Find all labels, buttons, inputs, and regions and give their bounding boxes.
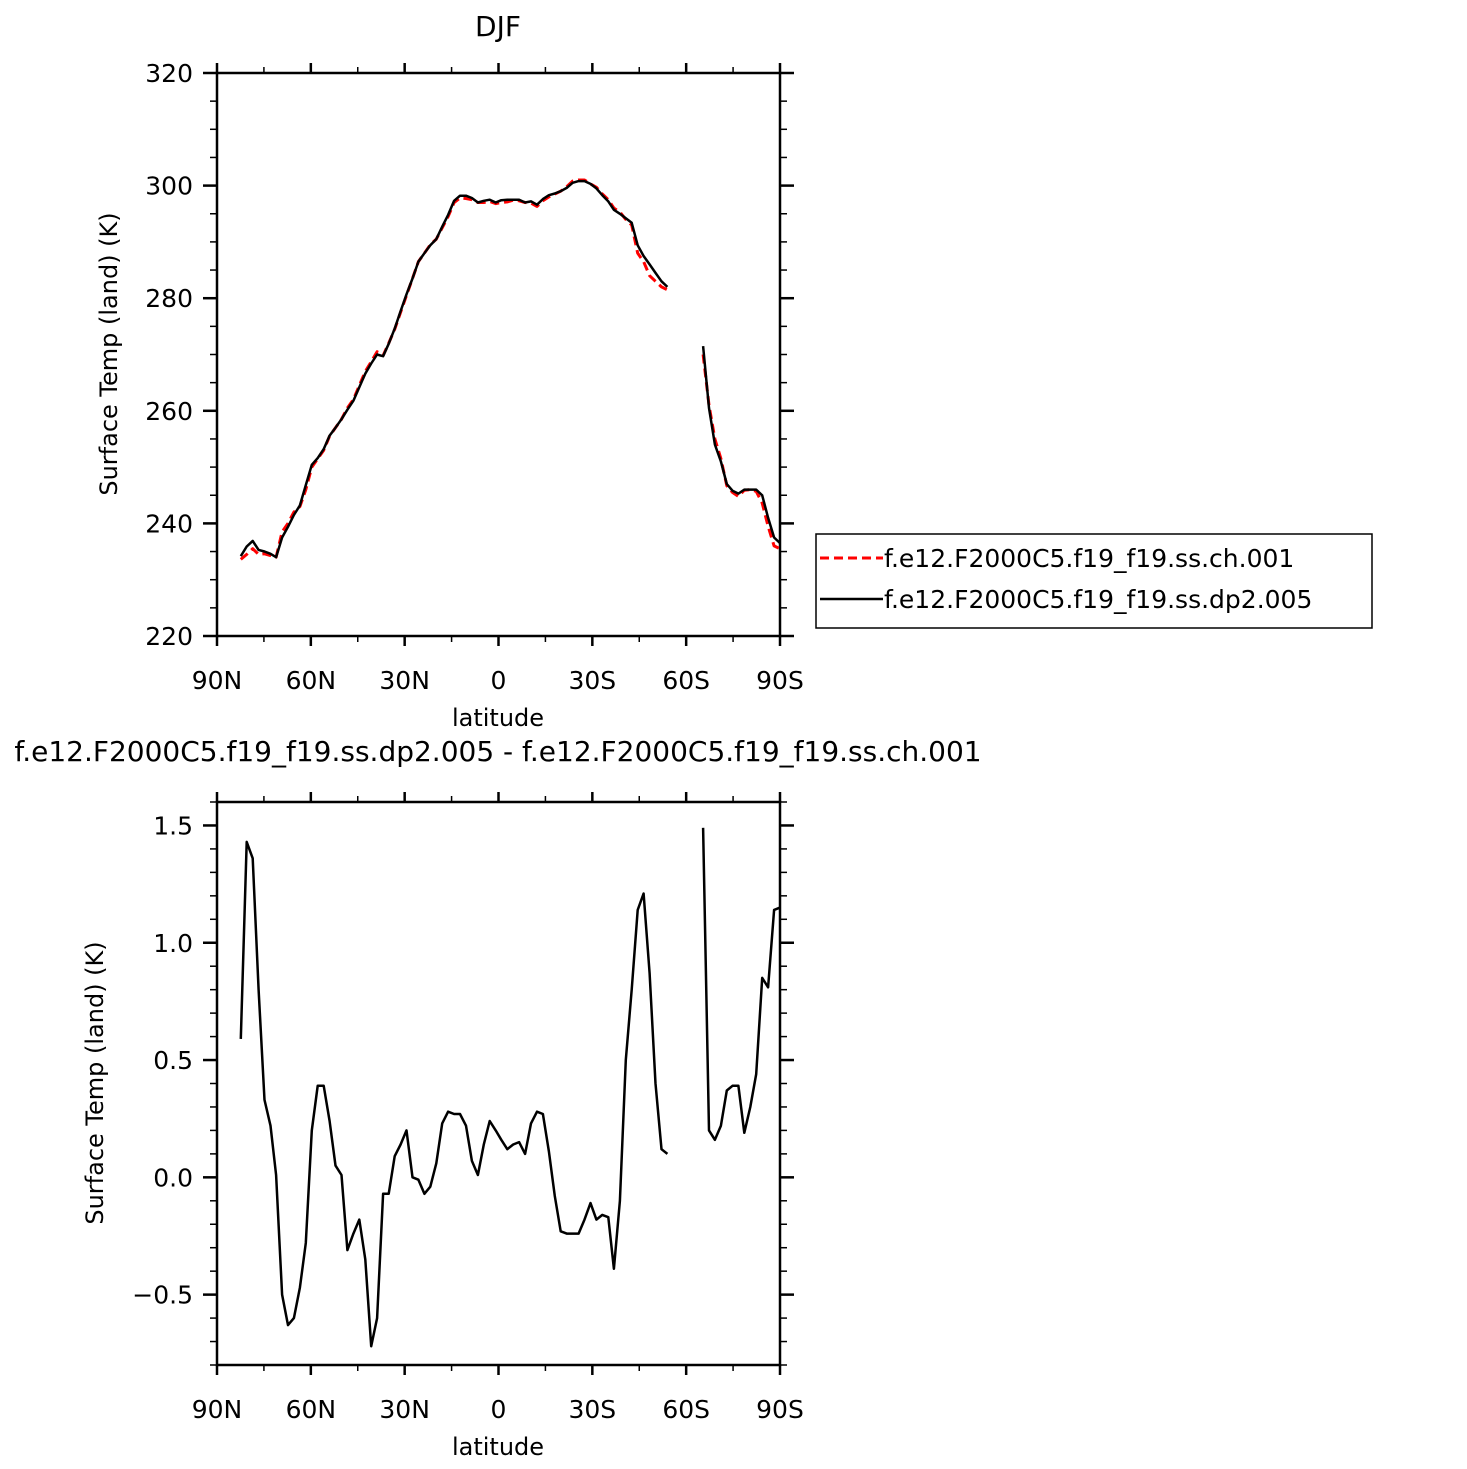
- bottom-x-tick-label: 60S: [662, 1395, 710, 1424]
- top-y-tick-label: 320: [145, 59, 193, 88]
- bottom-y-tick-label: 0.5: [153, 1046, 193, 1075]
- bottom-x-tick-label: 90N: [192, 1395, 243, 1424]
- top-x-tick-label: 0: [491, 666, 507, 695]
- legend-label-ch001: f.e12.F2000C5.f19_f19.ss.ch.001: [884, 544, 1294, 573]
- top-y-tick-label: 300: [145, 172, 193, 201]
- top-x-axis-label: latitude: [452, 704, 544, 732]
- top-panel: DJF 90N 60N 30N 0 30S 60S 90S 220 240 260 280 300 32…: [95, 10, 1373, 732]
- bottom-x-tick-label: 60N: [286, 1395, 337, 1424]
- top-chart-title: DJF: [475, 10, 521, 43]
- top-x-tick-label: 30S: [568, 666, 616, 695]
- bottom-chart-title: f.e12.F2000C5.f19_f19.ss.dp2.005 - f.e12…: [14, 735, 981, 768]
- top-y-tick-label: 220: [145, 622, 193, 651]
- bottom-y-axis-label: Surface Temp (land) (K): [81, 941, 109, 1224]
- legend: f.e12.F2000C5.f19_f19.ss.ch.001 f.e12.F2…: [815, 533, 1373, 629]
- top-plot-frame: [215, 71, 782, 638]
- top-y-tick-label: 260: [145, 397, 193, 426]
- bottom-y-tick-label: −0.5: [132, 1281, 193, 1310]
- top-y-tick-label: 280: [145, 284, 193, 313]
- top-x-tick-label: 90N: [192, 666, 243, 695]
- top-series-0-line-segment: [701, 354, 781, 551]
- bottom-x-tick-label: 0: [491, 1395, 507, 1424]
- bottom-x-tick-label: 90S: [756, 1395, 804, 1424]
- legend-box: [815, 533, 1373, 629]
- top-series-1-line-segment: [239, 179, 669, 559]
- legend-label-dp2005: f.e12.F2000C5.f19_f19.ss.dp2.005: [884, 585, 1312, 614]
- top-series-0-line-segment: [239, 178, 669, 561]
- bottom-x-tick-label: 30N: [379, 1395, 430, 1424]
- bottom-y-tick-label: 1.5: [153, 811, 193, 840]
- bottom-x-tick-label: 30S: [568, 1395, 616, 1424]
- top-x-tick-label: 30N: [379, 666, 430, 695]
- top-y-tick-label: 240: [145, 509, 193, 538]
- bottom-panel: f.e12.F2000C5.f19_f19.ss.dp2.005 - f.e12…: [14, 735, 981, 1461]
- top-series-1-line-segment: [701, 345, 781, 545]
- top-x-tick-label: 60N: [286, 666, 337, 695]
- bottom-y-tick-label: 0.0: [153, 1163, 193, 1192]
- bottom-y-tick-label: 1.0: [153, 929, 193, 958]
- top-x-tick-label: 60S: [662, 666, 710, 695]
- top-x-tick-label: 90S: [756, 666, 804, 695]
- bottom-series-0-line-segment: [701, 827, 781, 1142]
- top-y-axis-label: Surface Temp (land) (K): [95, 212, 123, 495]
- bottom-x-axis-label: latitude: [452, 1433, 544, 1461]
- bottom-series-0-line-segment: [239, 840, 669, 1348]
